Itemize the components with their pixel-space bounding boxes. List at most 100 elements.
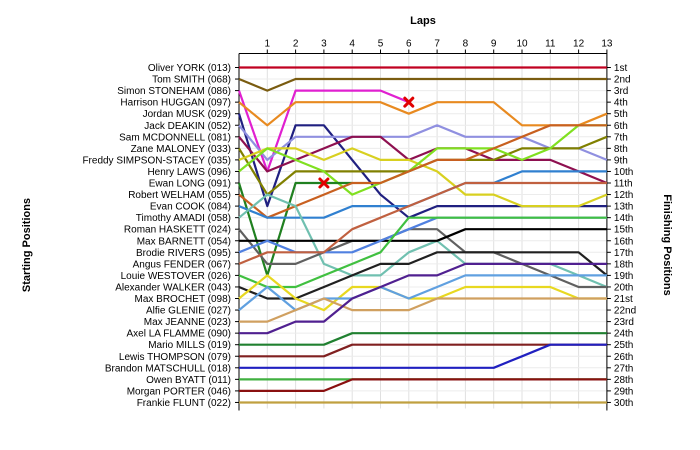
x-tick-label: 13 [601, 39, 613, 50]
finishing-position-label: 17th [614, 248, 633, 259]
driver-label: Ewan LONG (091) [149, 179, 231, 190]
series-line [239, 343, 607, 369]
series-line [238, 135, 608, 185]
x-tick-label: 3 [321, 39, 327, 50]
driver-label: Lewis THOMPSON (079) [119, 352, 231, 363]
retirement-markers [318, 96, 415, 189]
series-line [238, 274, 607, 312]
finishing-position-label: 11th [614, 179, 633, 190]
finishing-position-label: 23rd [614, 317, 634, 328]
driver-label: Roman HASKETT (024) [124, 225, 231, 236]
driver-label: Alexander WALKER (043) [115, 282, 231, 293]
finishing-position-label: 14th [614, 213, 633, 224]
driver-label: Owen BYATT (011) [146, 375, 231, 386]
finishing-position-label: 8th [614, 144, 628, 155]
finishing-position-label: 22nd [614, 306, 636, 317]
finishing-position-label: 29th [614, 386, 633, 397]
x-tick-label: 1 [265, 39, 271, 50]
driver-label: Sam MCDONNELL (081) [119, 132, 231, 143]
series-line [239, 332, 607, 346]
driver-label: Jack DEAKIN (052) [144, 121, 231, 132]
finishing-position-labels: 1st2nd3rd4th5th6th7th8th9th10th11th12th1… [614, 63, 636, 409]
x-tick-label: 12 [573, 39, 585, 50]
finishing-position-label: 13th [614, 202, 633, 213]
series-line [238, 251, 608, 300]
driver-label: Robert WELHAM (055) [128, 190, 231, 201]
driver-label: Zane MALONEY (033) [131, 144, 231, 155]
starting-position-labels: Oliver YORK (013)Tom SMITH (068)Simon ST… [82, 63, 231, 409]
driver-label: Max BROCHET (098) [134, 294, 231, 305]
series-line [238, 124, 608, 161]
driver-label: Axel LA FLAMME (090) [127, 329, 231, 340]
x-tick-labels: 1 2 3 4 5 6 7 8 9 10 11 12 13 [265, 39, 613, 50]
series-line [239, 378, 607, 392]
driver-label: Angus FENDER (067) [133, 259, 231, 270]
driver-label: Evan COOK (084) [150, 202, 231, 213]
series-line [238, 147, 608, 208]
driver-label: Jordan MUSK (029) [143, 109, 231, 120]
finishing-position-label: 10th [614, 167, 633, 178]
x-tick-label: 11 [545, 39, 556, 50]
series-line [238, 77, 607, 92]
retirement-marker [403, 96, 415, 108]
finishing-position-label: 4th [614, 98, 628, 109]
series-line [238, 124, 607, 219]
driver-label: Mario MILLS (019) [148, 340, 231, 351]
finishing-position-label: 9th [614, 155, 628, 166]
x-tick-label: 7 [434, 39, 440, 50]
finishing-position-label: 6th [614, 121, 628, 132]
driver-label: Tom SMITH (068) [152, 75, 231, 86]
driver-label: Morgan PORTER (046) [127, 386, 231, 397]
driver-label: Alfie GLENIE (027) [146, 306, 231, 317]
y-axis-title-left: Starting Positions [21, 198, 33, 292]
y-axis-title-right: Finishing Positions [661, 194, 673, 295]
driver-label: Henry LAWS (096) [147, 167, 231, 178]
x-tick-label: 10 [516, 39, 528, 50]
series-line [239, 297, 607, 323]
driver-label: Max JEANNE (023) [144, 317, 231, 328]
driver-label: Oliver YORK (013) [148, 63, 231, 74]
series-layer [237, 66, 608, 404]
series-line [238, 101, 608, 127]
x-tick-label: 2 [293, 39, 299, 50]
finishing-position-label: 25th [614, 340, 633, 351]
series-line [238, 228, 607, 289]
x-axis-title: Laps [410, 15, 436, 27]
finishing-position-label: 30th [614, 398, 633, 409]
finishing-position-label: 28th [614, 375, 633, 386]
finishing-position-label: 18th [614, 259, 633, 270]
finishing-position-label: 12th [614, 190, 633, 201]
finishing-position-label: 2nd [614, 75, 631, 86]
series-line [239, 343, 607, 358]
finishing-position-label: 5th [614, 109, 628, 120]
retirement-marker [318, 177, 330, 189]
driver-label: Frankie FLUNT (022) [137, 398, 231, 409]
series-line [238, 216, 607, 289]
x-tick-label: 6 [406, 39, 412, 50]
axes [235, 49, 611, 411]
series-line [238, 181, 607, 265]
driver-label: Timothy AMADI (058) [136, 213, 231, 224]
finishing-position-label: 7th [614, 132, 628, 143]
finishing-position-label: 24th [614, 329, 633, 340]
driver-label: Brodie RIVERS (095) [136, 248, 231, 259]
finishing-position-label: 16th [614, 236, 633, 247]
finishing-position-label: 19th [614, 271, 633, 282]
finishing-position-label: 15th [614, 225, 633, 236]
series-line [239, 262, 607, 335]
x-tick-label: 5 [378, 39, 384, 50]
series-line [239, 228, 607, 242]
finishing-position-label: 1st [614, 63, 628, 74]
finishing-position-label: 20th [614, 282, 633, 293]
finishing-position-label: 26th [614, 352, 633, 363]
series-line [238, 124, 607, 196]
x-tick-label: 4 [349, 39, 355, 50]
driver-label: Brandon MATSCHULL (018) [105, 363, 231, 374]
finishing-position-label: 27th [614, 363, 633, 374]
finishing-position-label: 21st [614, 294, 633, 305]
driver-label: Freddy SIMPSON-STACEY (035) [82, 155, 231, 166]
driver-label: Simon STONEHAM (086) [117, 86, 231, 97]
x-tick-label: 8 [463, 39, 469, 50]
x-tick-label: 9 [491, 39, 497, 50]
